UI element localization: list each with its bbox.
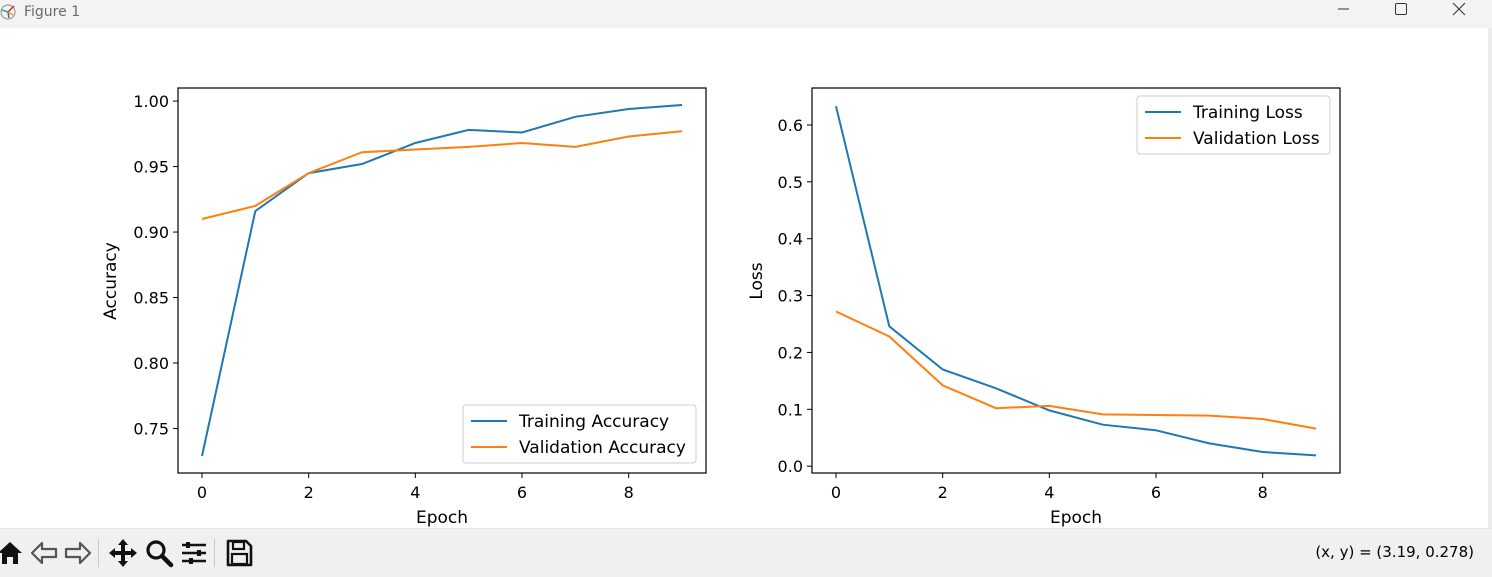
y-tick-label: 0.75 xyxy=(133,419,169,438)
legend-label: Validation Accuracy xyxy=(519,438,686,458)
series-line-training-accuracy xyxy=(201,104,683,457)
zoom-button[interactable] xyxy=(143,537,175,569)
toolbar-separator xyxy=(214,539,215,567)
save-button[interactable] xyxy=(223,537,255,569)
y-axis-label: Accuracy xyxy=(101,242,121,320)
y-tick-label: 0.5 xyxy=(778,173,803,192)
minimize-button[interactable] xyxy=(1314,0,1372,28)
x-axis-label: Epoch xyxy=(1050,508,1102,528)
y-tick-label: 0.1 xyxy=(778,400,803,419)
y-tick-label: 0.0 xyxy=(778,457,803,476)
maximize-icon xyxy=(1395,3,1407,15)
x-tick-label: 0 xyxy=(831,483,841,502)
x-tick-label: 8 xyxy=(1258,483,1268,502)
series-line-validation-loss xyxy=(835,310,1317,430)
legend-label: Training Loss xyxy=(1192,103,1303,123)
zoom-icon xyxy=(146,540,174,568)
x-tick-label: 6 xyxy=(517,483,527,502)
forward-button[interactable] xyxy=(62,537,94,569)
legend-box xyxy=(462,404,697,464)
home-icon xyxy=(0,542,22,564)
x-tick-label: 2 xyxy=(938,483,948,502)
y-tick-label: 0.3 xyxy=(778,287,803,306)
close-icon xyxy=(1452,2,1466,16)
y-tick-label: 0.4 xyxy=(778,230,803,249)
legend-label: Validation Loss xyxy=(1193,129,1320,149)
y-tick-label: 0.2 xyxy=(778,343,803,362)
legend-box xyxy=(1136,95,1331,155)
x-tick-label: 8 xyxy=(624,483,634,502)
toolbar-separator xyxy=(98,539,99,567)
window-title: Figure 1 xyxy=(24,4,81,20)
window-edge xyxy=(1488,28,1492,528)
configure-subplots-button[interactable] xyxy=(178,537,210,569)
configure-subplots-icon xyxy=(182,542,206,564)
x-tick-label: 0 xyxy=(197,483,207,502)
y-tick-label: 0.85 xyxy=(133,289,169,308)
y-tick-label: 0.6 xyxy=(778,116,803,135)
loss-chart: Loss Epoch 0 2 4 6 8 0.0 0.1 0.2 0.3 0.4 0.5 0.6 Tra… xyxy=(747,87,1341,528)
x-tick-label: 6 xyxy=(1151,483,1161,502)
figure-svg: Accuracy Epoch 0 2 4 6 8 0.75 0.80 0.85 0.90 0.95… xyxy=(101,87,1341,528)
save-icon xyxy=(226,539,253,567)
pan-icon xyxy=(109,539,137,567)
navigation-toolbar: (x, y) = (3.19, 0.278) xyxy=(0,528,1492,577)
y-tick-label: 0.90 xyxy=(133,223,169,242)
accuracy-chart: Accuracy Epoch 0 2 4 6 8 0.75 0.80 0.85 0.90 0.95… xyxy=(101,87,707,528)
matplotlib-logo-icon xyxy=(0,4,16,20)
figure-canvas[interactable]: Accuracy Epoch 0 2 4 6 8 0.75 0.80 0.85 0.90 0.95… xyxy=(0,28,1488,528)
close-button[interactable] xyxy=(1430,0,1488,28)
y-tick-label: 1.00 xyxy=(133,92,169,111)
cursor-coordinates: (x, y) = (3.19, 0.278) xyxy=(1315,543,1474,561)
x-tick-label: 2 xyxy=(304,483,314,502)
y-tick-label: 0.95 xyxy=(133,158,169,177)
back-button[interactable] xyxy=(28,537,60,569)
x-tick-label: 4 xyxy=(1044,483,1054,502)
x-tick-label: 4 xyxy=(410,483,420,502)
maximize-button[interactable] xyxy=(1372,0,1430,28)
back-icon xyxy=(30,541,58,565)
series-line-validation-accuracy xyxy=(201,130,683,220)
y-tick-label: 0.80 xyxy=(133,354,169,373)
home-button[interactable] xyxy=(0,537,26,569)
x-axis-label: Epoch xyxy=(416,508,468,528)
axes-frame xyxy=(811,87,1341,474)
legend-label: Training Accuracy xyxy=(518,412,669,432)
window-titlebar: Figure 1 xyxy=(0,0,1492,28)
pan-button[interactable] xyxy=(107,537,139,569)
minimize-icon xyxy=(1338,8,1349,10)
y-axis-label: Loss xyxy=(747,262,767,299)
series-line-training-loss xyxy=(835,105,1317,457)
axes-frame xyxy=(177,87,707,474)
forward-icon xyxy=(64,541,92,565)
